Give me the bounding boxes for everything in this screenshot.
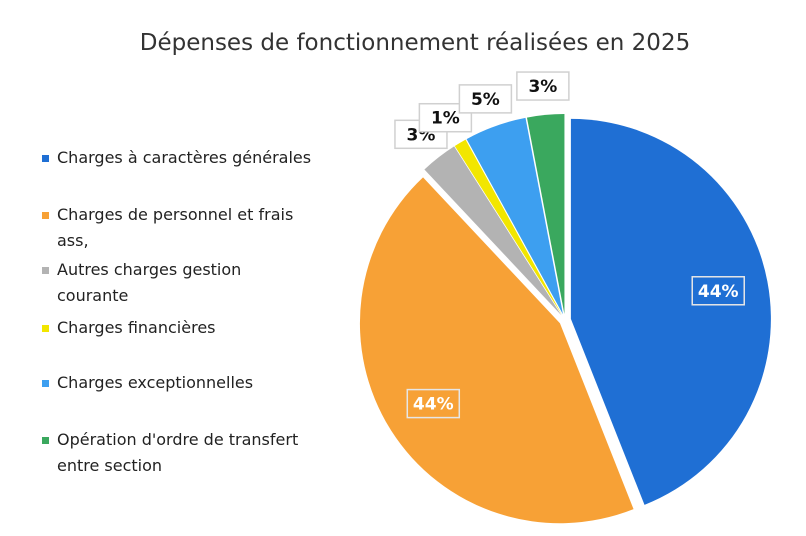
data-label: 5% [471,90,500,110]
legend-label: Charges financières [57,318,216,337]
label-box [418,102,473,133]
pie-slice [359,177,634,524]
legend-item: Opération d'ordre de transfert entre sec… [42,427,322,479]
label-box [691,276,745,306]
pie-slice [570,118,771,505]
label-box [458,84,513,114]
legend-swatch [42,437,49,444]
pie-slice [424,146,562,316]
legend-item: Charges exceptionnelles [42,370,342,396]
data-label: 44% [413,395,454,415]
data-label: 3% [528,77,557,97]
legend-label: Autres charges gestion courante [57,260,242,305]
legend-label: Charges exceptionnelles [57,373,254,392]
legend-swatch [42,155,49,162]
legend-item: Charges de personnel et frais ass, [42,202,322,254]
pie-slice [466,117,563,315]
data-label: 44% [698,282,739,302]
data-label: 1% [431,109,460,129]
legend-item: Charges à caractères générales [42,145,342,171]
legend-swatch [42,267,49,274]
chart-title: Dépenses de fonctionnement réalisées en … [139,30,691,56]
legend-swatch [42,325,49,332]
pie-slice [454,139,562,315]
legend-swatch [42,212,49,219]
legend-label: Charges de personnel et frais ass, [57,205,294,250]
legend-label: Opération d'ordre de transfert entre sec… [57,430,299,475]
legend-item: Charges financières [42,315,342,341]
legend-item: Autres charges gestion courante [42,257,257,309]
label-box [406,388,461,419]
pie-slice [526,114,565,315]
legend-swatch [42,380,49,387]
legend-label: Charges à caractères générales [57,148,312,167]
label-box [516,71,570,101]
